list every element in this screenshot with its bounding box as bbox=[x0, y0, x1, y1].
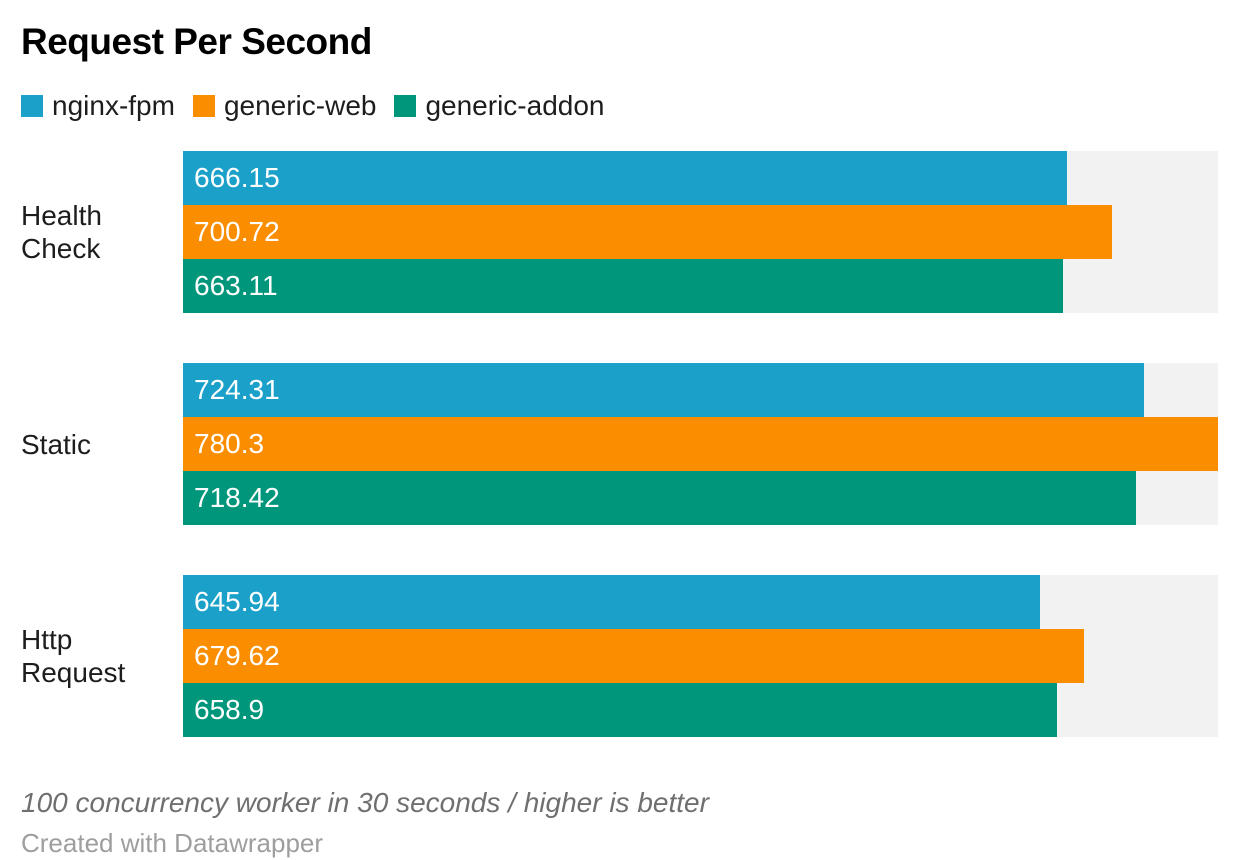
bar-track: 780.3 bbox=[183, 417, 1218, 472]
bar-nginx-fpm: 645.94 bbox=[183, 575, 1040, 630]
legend-swatch-icon bbox=[21, 95, 43, 118]
bar-group: Http Request 645.94 679.62 658.9 bbox=[21, 575, 1218, 738]
value-label: 645.94 bbox=[194, 586, 280, 618]
bar-track: 666.15 bbox=[183, 151, 1218, 206]
bar-nginx-fpm: 666.15 bbox=[183, 151, 1067, 206]
chart-footnote: 100 concurrency worker in 30 seconds / h… bbox=[21, 787, 709, 819]
bar-groups: Health Check 666.15 700.72 663.11 Static 724.… bbox=[21, 151, 1218, 738]
legend: nginx-fpm generic-web generic-addon bbox=[21, 92, 1218, 120]
bar-stack: 724.31 780.3 718.42 bbox=[183, 363, 1218, 526]
bar-generic-addon: 718.42 bbox=[183, 471, 1136, 526]
legend-swatch-icon bbox=[192, 95, 215, 118]
bar-track: 679.62 bbox=[183, 629, 1218, 684]
chart-title: Request Per Second bbox=[21, 21, 372, 62]
bar-track: 700.72 bbox=[183, 205, 1218, 260]
bar-group: Static 724.31 780.3 718.42 bbox=[21, 363, 1218, 526]
legend-swatch-icon bbox=[394, 95, 417, 118]
legend-item-generic-addon: generic-addon bbox=[394, 90, 605, 122]
category-label: Health Check bbox=[21, 199, 102, 265]
value-label: 718.42 bbox=[194, 482, 280, 514]
bar-generic-web: 700.72 bbox=[183, 205, 1113, 260]
bar-track: 718.42 bbox=[183, 471, 1218, 526]
bar-group: Health Check 666.15 700.72 663.11 bbox=[21, 151, 1218, 314]
bar-generic-addon: 658.9 bbox=[183, 683, 1057, 738]
bar-track: 663.11 bbox=[183, 259, 1218, 314]
legend-label: generic-web bbox=[223, 90, 377, 122]
value-label: 700.72 bbox=[194, 216, 280, 248]
bar-generic-addon: 663.11 bbox=[183, 259, 1063, 314]
category-label: Static bbox=[21, 428, 92, 460]
bar-generic-web: 780.3 bbox=[183, 417, 1218, 472]
bar-track: 724.31 bbox=[183, 363, 1218, 418]
value-label: 780.3 bbox=[194, 428, 265, 460]
value-label: 658.9 bbox=[194, 694, 265, 726]
legend-item-generic-web: generic-web bbox=[192, 90, 377, 122]
value-label: 724.31 bbox=[194, 374, 280, 406]
bar-track: 645.94 bbox=[183, 575, 1218, 630]
category-label: Http Request bbox=[21, 623, 126, 689]
bar-stack: 666.15 700.72 663.11 bbox=[183, 151, 1218, 314]
attribution-text: Created with Datawrapper bbox=[21, 827, 324, 858]
legend-label: generic-addon bbox=[425, 90, 605, 122]
bar-stack: 645.94 679.62 658.9 bbox=[183, 575, 1218, 738]
value-label: 663.11 bbox=[194, 270, 278, 302]
legend-label: nginx-fpm bbox=[52, 90, 175, 122]
bar-track: 658.9 bbox=[183, 683, 1218, 738]
bar-nginx-fpm: 724.31 bbox=[183, 363, 1144, 418]
value-label: 666.15 bbox=[194, 162, 280, 194]
legend-item-nginx-fpm: nginx-fpm bbox=[21, 92, 175, 120]
bar-generic-web: 679.62 bbox=[183, 629, 1085, 684]
value-label: 679.62 bbox=[194, 640, 280, 672]
